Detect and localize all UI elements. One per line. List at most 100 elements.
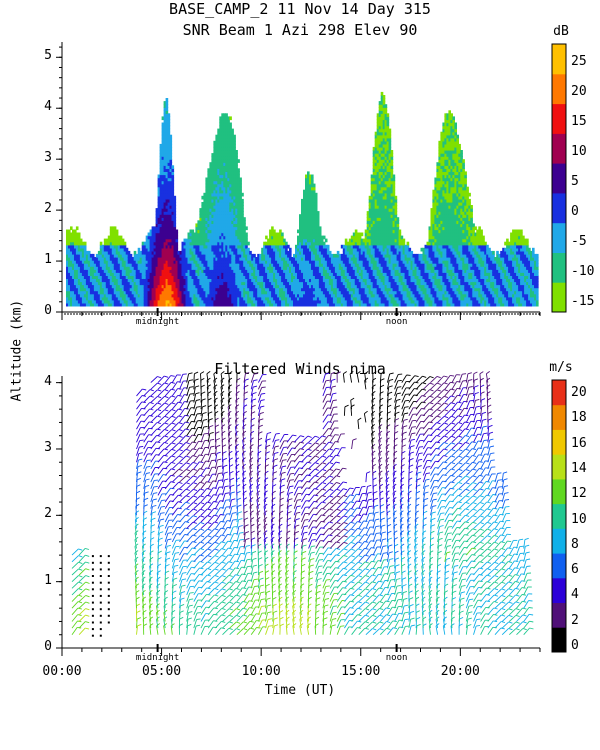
snr-cell	[207, 198, 210, 203]
snr-cell	[107, 287, 111, 292]
snr-cell	[378, 299, 382, 304]
snr-cell	[107, 284, 111, 289]
snr-cell	[209, 302, 212, 307]
snr-cell	[103, 293, 107, 298]
snr-cell	[165, 235, 169, 240]
snr-cell	[316, 241, 320, 246]
snr-cell	[328, 287, 332, 292]
snr-cell	[169, 226, 173, 231]
snr-cell	[225, 278, 228, 283]
snr-cell	[382, 110, 386, 114]
snr-cell	[203, 214, 206, 218]
snr-cell	[169, 171, 173, 176]
snr-cell	[370, 177, 374, 182]
snr-cell	[289, 272, 292, 276]
snr-cell	[227, 250, 230, 255]
snr-cell	[193, 278, 196, 283]
snr-cell	[374, 226, 378, 231]
snr-cell	[279, 244, 282, 249]
snr-cell	[243, 257, 246, 261]
snr-cell	[219, 290, 222, 295]
snr-cell	[68, 263, 71, 267]
snr-cell	[185, 278, 189, 283]
snr-cell	[354, 302, 358, 307]
snr-cell	[233, 183, 236, 188]
snr-cell	[257, 257, 260, 261]
snr-cell	[207, 290, 210, 295]
snr-cell	[358, 281, 362, 286]
snr-cell	[309, 299, 312, 304]
snr-cell	[93, 272, 97, 276]
snr-cell	[205, 217, 208, 221]
snr-cell	[247, 241, 250, 246]
snr-cell	[247, 284, 250, 289]
snr-cell	[203, 281, 206, 286]
snr-cell	[181, 247, 185, 252]
chart-title-line1: BASE_CAMP_2 11 Nov 14 Day 315	[169, 0, 431, 18]
snr-cell	[263, 290, 266, 295]
snr-cell	[380, 263, 384, 267]
snr-cell	[215, 186, 218, 191]
snr-cell	[297, 253, 300, 258]
snr-cell	[165, 263, 169, 267]
snr-cell	[117, 266, 121, 270]
snr-cell	[241, 257, 244, 261]
snr-cell	[189, 244, 193, 249]
snr-cell	[79, 293, 83, 298]
snr-cell	[235, 293, 238, 298]
snr-cell	[267, 266, 270, 270]
snr-cell	[163, 296, 167, 301]
snr-cell	[259, 299, 262, 304]
snr-cell	[382, 180, 386, 185]
snr-cell	[229, 235, 232, 240]
snr-cell	[231, 247, 234, 252]
snr-cell	[157, 250, 161, 255]
snr-cell	[320, 278, 324, 283]
snr-cell	[215, 208, 218, 212]
snr-cell	[235, 153, 238, 157]
snr-cell	[316, 269, 320, 273]
snr-cell	[384, 244, 388, 249]
snr-cell	[195, 226, 198, 231]
snr-cell	[346, 244, 350, 249]
snr-cell	[330, 284, 334, 289]
snr-cell	[227, 156, 230, 160]
snr-cell	[135, 275, 139, 279]
snr-cell	[171, 192, 175, 197]
snr-cell	[376, 134, 380, 139]
snr-cell	[163, 214, 167, 218]
snr-cell	[233, 174, 236, 179]
snr-cell	[127, 250, 131, 255]
snr-cell	[155, 296, 159, 301]
snr-cell	[121, 247, 125, 252]
snr-cell	[217, 235, 220, 240]
snr-cell	[229, 287, 232, 292]
snr-cell	[320, 269, 324, 273]
snr-cell	[133, 278, 137, 283]
snr-cell	[324, 287, 328, 292]
snr-cell	[277, 247, 280, 252]
snr-cell	[307, 232, 310, 237]
snr-cell	[352, 272, 356, 276]
snr-cell	[384, 140, 388, 145]
snr-cell	[141, 253, 145, 258]
snr-cell	[173, 223, 177, 228]
snr-cell	[115, 250, 119, 255]
snr-cell	[229, 260, 232, 264]
snr-cell	[320, 266, 324, 270]
snr-cell	[366, 269, 370, 273]
snr-cell	[380, 278, 384, 283]
snr-cell	[189, 290, 193, 295]
snr-cell	[215, 156, 218, 160]
snr-cell	[85, 296, 89, 301]
snr-cell	[213, 247, 216, 252]
snr-cell	[143, 247, 147, 252]
snr-cell	[153, 238, 157, 243]
snr-cell	[217, 159, 220, 163]
snr-cell	[173, 202, 177, 206]
snr-cell	[161, 220, 165, 224]
snr-cell	[372, 284, 376, 289]
snr-cell	[354, 266, 358, 270]
snr-cell	[311, 284, 314, 289]
snr-cell	[163, 263, 167, 267]
